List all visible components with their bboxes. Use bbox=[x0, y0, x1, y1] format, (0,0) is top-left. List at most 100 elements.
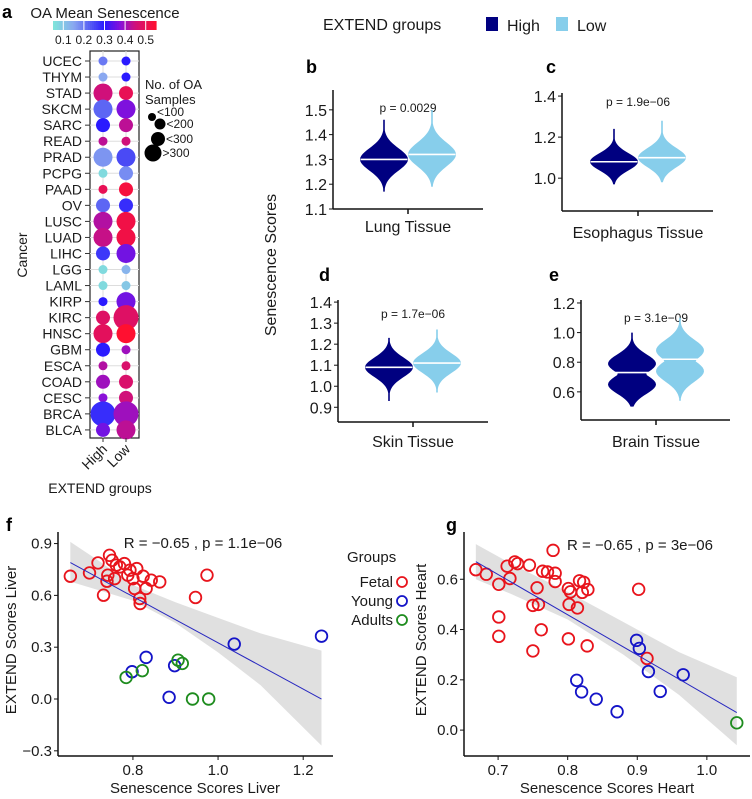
colorbar-segment bbox=[112, 21, 116, 30]
legend-swatch-low bbox=[556, 17, 568, 31]
point-f-fetal bbox=[100, 574, 114, 588]
size-legend-label: <100 bbox=[157, 105, 184, 119]
colorbar-segment bbox=[69, 21, 73, 30]
x-tick-label-g: 0.7 bbox=[488, 762, 509, 779]
panel-a-y-axis-label: Cancer bbox=[14, 232, 30, 277]
colorbar-segment bbox=[96, 21, 99, 30]
panel-letter-e: e bbox=[549, 265, 559, 285]
groups-legend-label-fetal: Fetal bbox=[360, 574, 393, 591]
point-f-adults bbox=[119, 670, 133, 685]
dot-prad-low bbox=[116, 147, 136, 167]
point-g-young bbox=[653, 684, 667, 699]
p-value-e: p = 3.1e−09 bbox=[624, 311, 688, 325]
cancer-label: COAD bbox=[42, 374, 82, 390]
panel-letter-a: a bbox=[2, 2, 13, 22]
colorbar-segment bbox=[125, 21, 128, 30]
point-g-fetal bbox=[546, 543, 560, 558]
p-value-d: p = 1.7e−06 bbox=[381, 307, 445, 321]
violin-d-low bbox=[413, 329, 461, 393]
point-f-fetal bbox=[136, 569, 150, 583]
dot-pcpg-low bbox=[119, 166, 133, 181]
point-g-fetal bbox=[531, 597, 546, 612]
colorbar-segment bbox=[153, 21, 157, 30]
cancer-label: CESC bbox=[43, 390, 82, 406]
y-tick-label-c: 1.0 bbox=[534, 171, 556, 188]
dot-blca-low bbox=[116, 420, 136, 440]
y-tick-label-d: 1.1 bbox=[310, 358, 332, 375]
violin-d-high bbox=[365, 337, 413, 401]
cancer-label: LGG bbox=[52, 262, 82, 278]
colorbar-segment bbox=[147, 21, 151, 30]
x-tick-label-f: 1.2 bbox=[293, 762, 314, 779]
point-g-young bbox=[641, 664, 656, 679]
y-tick-label-c: 1.2 bbox=[534, 130, 556, 147]
point-g-fetal bbox=[548, 566, 562, 580]
dot-cesc-high bbox=[98, 393, 108, 403]
colorbar-segment bbox=[127, 21, 130, 30]
cancer-label: LAML bbox=[45, 278, 82, 294]
panel-letter-d: d bbox=[319, 265, 330, 285]
colorbar-segment bbox=[129, 21, 132, 30]
dot-kirc-high bbox=[96, 310, 110, 325]
x-tick-label-g: 0.9 bbox=[627, 762, 648, 779]
y-tick-label-b: 1.3 bbox=[305, 152, 327, 169]
colorbar-segment bbox=[92, 21, 95, 30]
y-tick-label-b: 1.4 bbox=[305, 128, 327, 145]
x-axis-label-g: Senescence Scores Heart bbox=[520, 780, 695, 797]
y-tick-label-b: 1.1 bbox=[305, 202, 327, 219]
correlation-annotation-g: R = −0.65 , p = 3e−06 bbox=[567, 537, 713, 554]
y-tick-label-b: 1.5 bbox=[305, 103, 327, 120]
colorbar-segment bbox=[77, 21, 81, 30]
size-legend-title-1: No. of OA bbox=[145, 77, 202, 92]
point-g-fetal bbox=[522, 558, 537, 572]
y-tick-label-f: 0.6 bbox=[31, 587, 52, 604]
point-f-fetal bbox=[91, 556, 105, 570]
colorbar-segment bbox=[75, 21, 79, 30]
x-tick-label-f: 0.8 bbox=[122, 762, 143, 779]
cancer-label: LIHC bbox=[50, 245, 82, 261]
colorbar-segment bbox=[123, 21, 126, 30]
y-axis-label-f: EXTEND Scores Liver bbox=[3, 566, 20, 714]
point-g-fetal bbox=[581, 582, 595, 597]
confidence-band-g bbox=[475, 544, 737, 746]
point-g-fetal bbox=[530, 581, 544, 595]
colorbar-segment bbox=[133, 21, 136, 30]
confidence-band-f bbox=[70, 541, 322, 746]
colorbar-segment bbox=[67, 21, 71, 30]
y-tick-label-g: 0.0 bbox=[437, 722, 458, 739]
point-g-fetal bbox=[534, 623, 548, 637]
dot-sarc-high bbox=[96, 118, 110, 133]
dot-coad-high bbox=[96, 374, 110, 389]
dot-luad-high bbox=[93, 227, 113, 247]
point-g-fetal bbox=[479, 567, 493, 581]
panel-letter-g: g bbox=[446, 515, 457, 535]
y-tick-label-g: 0.4 bbox=[437, 622, 458, 639]
dot-coad-low bbox=[119, 374, 133, 389]
colorbar-segment bbox=[108, 21, 112, 30]
dot-thym-low bbox=[121, 72, 131, 82]
x-category-label: Low bbox=[104, 440, 134, 470]
point-g-fetal bbox=[548, 574, 562, 589]
colorbar-segment bbox=[65, 21, 69, 30]
point-g-young bbox=[589, 692, 603, 706]
y-tick-label-f: −0.3 bbox=[22, 743, 52, 760]
colorbar-segment bbox=[55, 21, 58, 30]
cancer-label: PCPG bbox=[42, 165, 82, 181]
panel-letter-f: f bbox=[6, 515, 13, 535]
dot-paad-low bbox=[119, 182, 133, 197]
dot-read-low bbox=[121, 136, 131, 146]
dot-brca-low bbox=[113, 401, 139, 427]
dot-pcpg-high bbox=[98, 168, 108, 178]
cancer-label: ESCA bbox=[44, 358, 83, 374]
x-axis-label-b: Lung Tissue bbox=[365, 219, 451, 236]
cancer-label: PRAD bbox=[43, 149, 82, 165]
size-legend-title-2: Samples bbox=[145, 92, 196, 107]
p-value-b: p = 0.0029 bbox=[379, 101, 436, 115]
colorbar-segment bbox=[110, 21, 114, 30]
colorbar-segment bbox=[73, 21, 77, 30]
panel-letter-b: b bbox=[306, 57, 317, 77]
panel-a-x-axis-label: EXTEND groups bbox=[48, 480, 151, 496]
point-f-adults bbox=[135, 663, 149, 678]
